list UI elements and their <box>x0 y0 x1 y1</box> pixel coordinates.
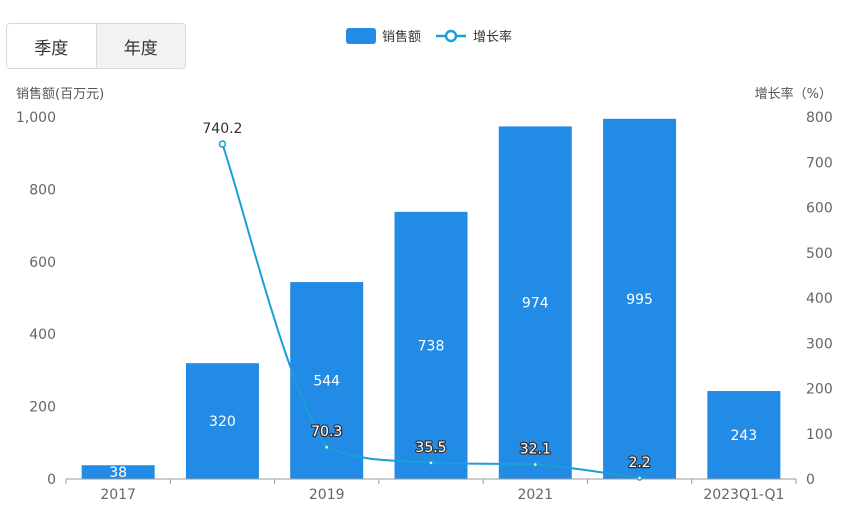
legend-bar-label: 销售额 <box>382 29 421 45</box>
x-tick-label: 2017 <box>100 487 136 503</box>
growth-rate-label: 2.2 <box>628 455 650 471</box>
y-left-tick-label: 200 <box>29 400 56 416</box>
y-left-tick-label: 600 <box>29 255 56 271</box>
growth-rate-point[interactable] <box>428 460 434 466</box>
sales-bar[interactable] <box>185 363 259 479</box>
annual-tab[interactable]: 年度 <box>95 24 185 68</box>
legend: 销售额 增长率 <box>346 28 512 45</box>
y-left-tick-label: 400 <box>29 327 56 343</box>
y-left-tick-label: 1,000 <box>16 110 56 126</box>
x-tick-label: 2021 <box>517 487 553 503</box>
sales-bar-label: 243 <box>730 428 757 444</box>
sales-bar-label: 738 <box>418 338 445 354</box>
growth-rate-point[interactable] <box>218 140 227 148</box>
growth-rate-label: 32.1 <box>520 441 551 457</box>
growth-rate-line[interactable] <box>221 143 640 479</box>
x-tick-label: 2023Q1-Q1 <box>703 487 784 503</box>
sales-bar[interactable] <box>707 391 781 479</box>
y-left-tick-label: 0 <box>47 472 56 488</box>
sales-bar[interactable] <box>498 126 572 480</box>
sales-bar-label: 320 <box>209 414 236 430</box>
growth-rate-label: 740.2 <box>202 121 242 137</box>
legend-line-marker <box>444 29 458 43</box>
growth-rate-point[interactable] <box>532 461 539 468</box>
y-right-tick-label: 500 <box>806 246 833 262</box>
y-left-axis-title: 销售额(百万元) <box>16 86 104 102</box>
y-right-tick-label: 700 <box>806 155 833 171</box>
y-right-tick-label: 400 <box>806 291 833 307</box>
sales-bar-label: 974 <box>522 296 549 312</box>
sales-bar-label: 995 <box>626 292 653 308</box>
legend-line-label: 增长率 <box>473 29 512 45</box>
growth-rate-point[interactable] <box>323 444 330 450</box>
x-tick-label: 2019 <box>309 487 345 503</box>
legend-bar-swatch[interactable] <box>346 28 376 44</box>
quarterly-tab[interactable]: 季度 <box>7 24 96 68</box>
y-right-tick-label: 300 <box>806 336 833 352</box>
growth-rate-point[interactable] <box>636 475 643 481</box>
sales-bar-label: 544 <box>313 374 340 390</box>
sales-bar-label: 38 <box>109 465 127 481</box>
sales-bar[interactable] <box>394 211 468 479</box>
y-left-tick-label: 800 <box>29 182 56 198</box>
y-right-tick-label: 200 <box>806 382 833 398</box>
growth-rate-label: 70.3 <box>311 424 342 440</box>
sales-bar[interactable] <box>603 118 677 479</box>
y-right-tick-label: 0 <box>806 472 815 488</box>
y-right-tick-label: 600 <box>806 201 833 217</box>
y-right-axis-title: 增长率（%） <box>755 86 832 102</box>
sales-bar[interactable] <box>81 465 155 479</box>
growth-rate-label: 35.5 <box>415 440 446 456</box>
y-right-tick-label: 100 <box>806 427 833 443</box>
y-right-tick-label: 800 <box>806 110 833 126</box>
period-toggle: 季度 年度 <box>6 23 186 69</box>
